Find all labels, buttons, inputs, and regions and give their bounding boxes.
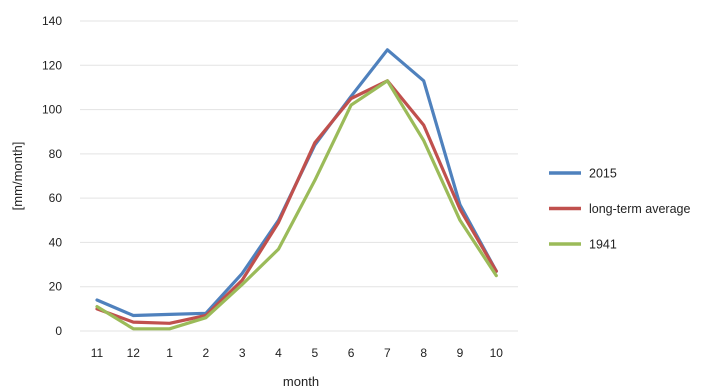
x-tick-label: 6 [348,346,355,360]
y-tick-label: 60 [49,191,63,205]
x-tick-label: 10 [490,346,504,360]
legend-item: 1941 [549,238,617,252]
x-tick-label: 2 [203,346,210,360]
x-tick-label: 8 [420,346,427,360]
x-tick-label: 1 [166,346,173,360]
y-tick-label: 100 [42,103,62,117]
gridlines [80,20,518,332]
series-line-1941 [95,79,498,331]
legend: 2015 long-term average 1941 [549,167,690,252]
x-axis-title: month [283,374,319,389]
y-tick-label: 0 [55,324,62,338]
legend-item: 2015 [549,167,617,181]
y-tick-label: 140 [42,14,62,28]
y-tick-label: 120 [42,58,62,72]
legend-label: 1941 [589,238,617,252]
x-tick-label: 4 [275,346,282,360]
series-line-long-term-average [95,79,498,325]
y-axis-ticks: 0 20 40 60 80 100 120 140 [42,14,62,338]
y-axis-title: [mm/month] [10,142,25,211]
x-tick-label: 7 [384,346,391,360]
x-tick-label: 5 [311,346,318,360]
x-tick-label: 11 [91,346,104,360]
legend-label: long-term average [589,202,690,216]
y-tick-label: 40 [49,235,63,249]
x-tick-label: 12 [127,346,141,360]
y-tick-label: 20 [49,280,63,294]
x-axis-ticks: 11 12 1 2 3 4 5 6 7 8 9 10 [91,346,504,360]
legend-item: long-term average [549,202,690,216]
x-tick-label: 3 [239,346,246,360]
y-tick-label: 80 [49,147,63,161]
legend-label: 2015 [589,167,617,181]
series-lines [95,48,498,331]
x-tick-label: 9 [457,346,464,360]
